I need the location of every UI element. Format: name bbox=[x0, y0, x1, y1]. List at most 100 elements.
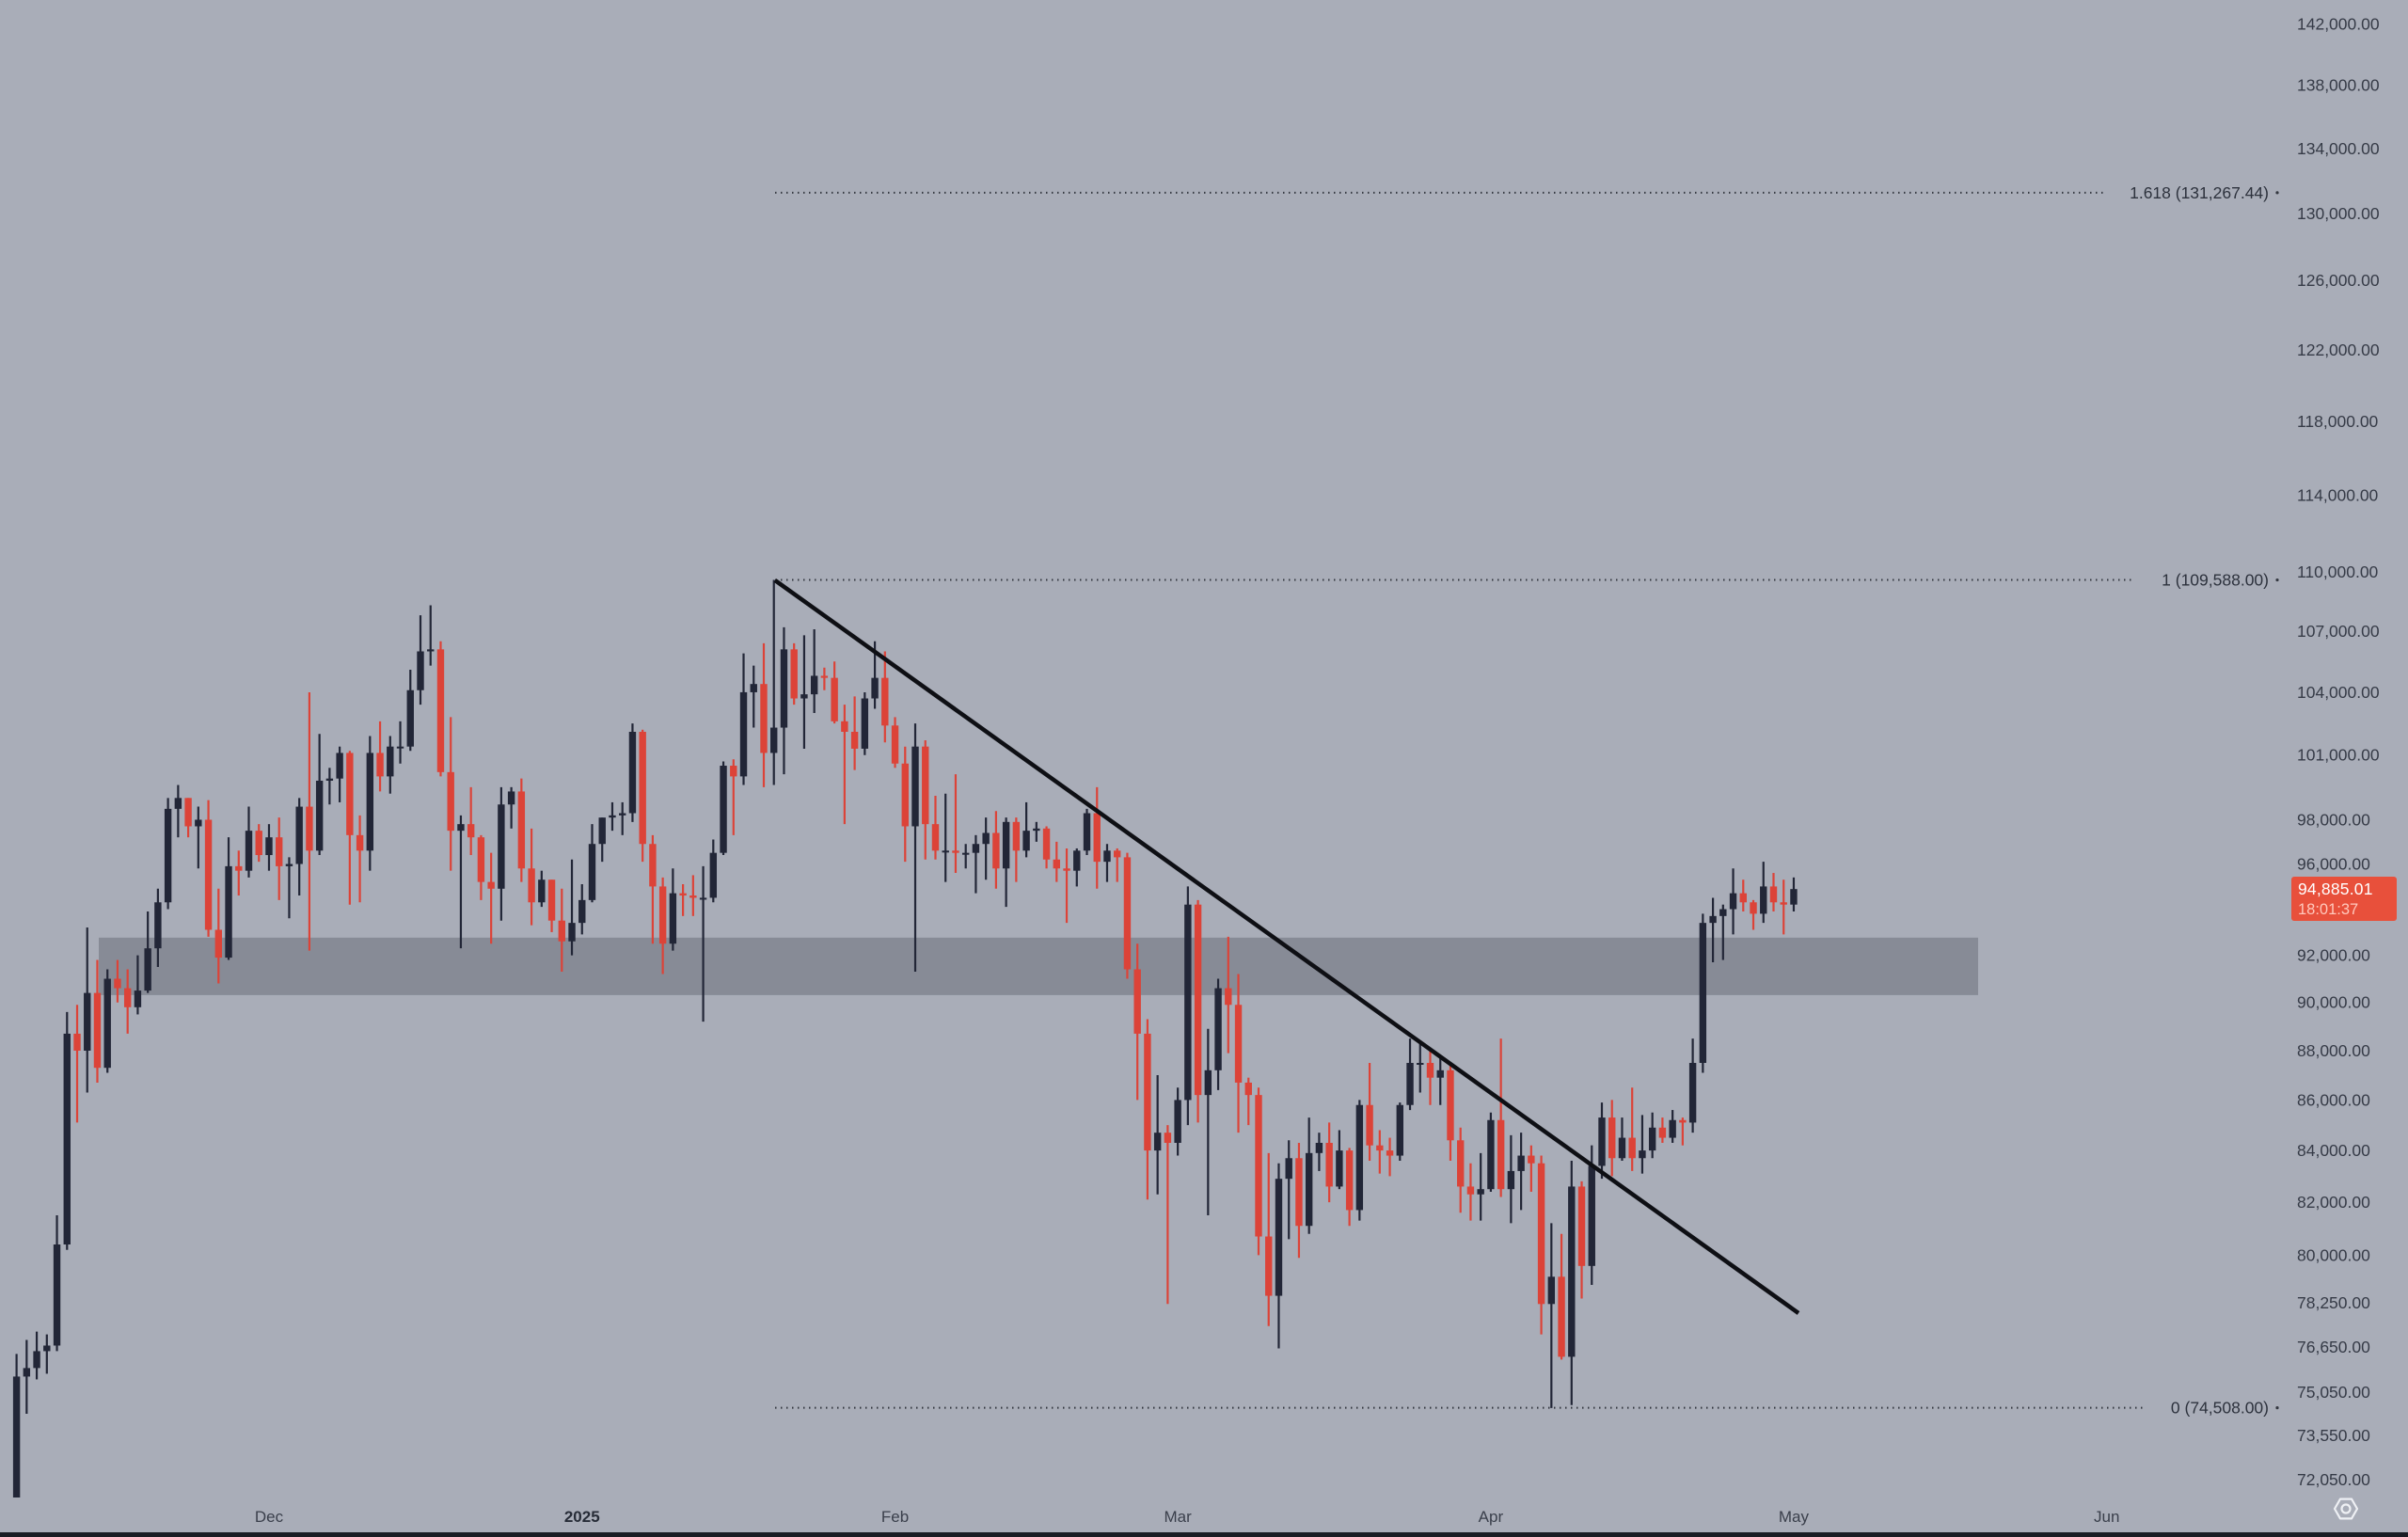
candle-body bbox=[1133, 969, 1141, 1034]
candle-body bbox=[387, 746, 394, 777]
candle bbox=[467, 786, 475, 856]
candle-body bbox=[114, 978, 121, 989]
candle-body bbox=[679, 893, 687, 896]
candle-body bbox=[154, 902, 162, 949]
candle-body bbox=[1507, 1170, 1515, 1190]
candle-body bbox=[1123, 857, 1132, 970]
candle-body bbox=[1042, 828, 1051, 860]
candle bbox=[881, 651, 889, 743]
candle-body bbox=[810, 675, 818, 695]
candle bbox=[961, 844, 970, 869]
candle-body bbox=[881, 677, 889, 726]
candle bbox=[23, 1339, 31, 1414]
candle bbox=[1517, 1133, 1525, 1211]
supply-zone[interactable] bbox=[99, 937, 1978, 995]
candle-body bbox=[1790, 889, 1798, 905]
candle bbox=[1769, 873, 1778, 911]
candle bbox=[387, 736, 394, 794]
candle-body bbox=[528, 868, 535, 903]
candle-body bbox=[972, 844, 980, 853]
candle bbox=[1033, 821, 1040, 842]
candle bbox=[1477, 1152, 1484, 1221]
price-tick-label: 130,000.00 bbox=[2297, 204, 2380, 223]
candle bbox=[911, 723, 919, 973]
candle bbox=[1577, 1180, 1586, 1299]
candle-body bbox=[800, 694, 808, 699]
candle bbox=[760, 642, 768, 787]
candle-body bbox=[911, 746, 919, 827]
candle-body bbox=[477, 837, 485, 882]
candle-body bbox=[1577, 1186, 1586, 1266]
candle bbox=[699, 865, 707, 1022]
candle bbox=[84, 927, 91, 1093]
candle-body bbox=[1669, 1119, 1676, 1138]
candle bbox=[1174, 1087, 1181, 1156]
candle bbox=[1063, 848, 1070, 924]
descending-trendline[interactable] bbox=[773, 578, 1800, 1315]
candle bbox=[325, 768, 334, 805]
candle bbox=[1234, 974, 1243, 1133]
candle-body bbox=[255, 831, 262, 856]
candle bbox=[861, 691, 869, 755]
candle-body bbox=[730, 766, 737, 777]
candle-body bbox=[891, 725, 899, 764]
candle bbox=[588, 824, 596, 903]
candle bbox=[810, 628, 818, 713]
candle-body bbox=[487, 881, 495, 889]
candle bbox=[709, 839, 718, 903]
candle-body bbox=[1750, 902, 1757, 914]
candle-body bbox=[457, 824, 465, 832]
price-tick-label: 98,000.00 bbox=[2297, 810, 2370, 829]
candle bbox=[619, 801, 626, 835]
candle-body bbox=[214, 929, 222, 959]
candle-body bbox=[63, 1033, 71, 1245]
price-tick-label: 75,050.00 bbox=[2297, 1383, 2370, 1402]
candle-body bbox=[204, 819, 213, 930]
candle bbox=[477, 834, 485, 900]
price-tick-label: 76,650.00 bbox=[2297, 1338, 2370, 1356]
candle bbox=[174, 784, 182, 838]
settings-hexagon-hole bbox=[2340, 1503, 2352, 1514]
candle bbox=[901, 746, 909, 863]
candle-body bbox=[1396, 1104, 1403, 1156]
candle-body bbox=[1103, 850, 1111, 863]
price-tick-label: 90,000.00 bbox=[2297, 993, 2370, 1012]
fib-label-1618: 1.618 (131,267.44) bbox=[2130, 183, 2269, 202]
candle bbox=[204, 800, 213, 937]
candle-body bbox=[325, 778, 334, 781]
price-tick-label: 122,000.00 bbox=[2297, 341, 2380, 359]
candle bbox=[1719, 904, 1727, 960]
candle-body bbox=[427, 649, 435, 652]
settings-hexagon bbox=[2333, 1497, 2359, 1520]
candle-body bbox=[93, 992, 102, 1069]
candle bbox=[1588, 1145, 1595, 1285]
price-tick-label: 88,000.00 bbox=[2297, 1041, 2370, 1060]
candle-body bbox=[871, 677, 879, 699]
candle bbox=[1547, 1223, 1556, 1408]
candle-body bbox=[33, 1351, 40, 1369]
fib-line-dot-1 bbox=[2275, 578, 2279, 582]
candle-body bbox=[1345, 1150, 1354, 1211]
candle-body bbox=[376, 753, 384, 777]
candle-body bbox=[1628, 1137, 1636, 1159]
current-price-value: 94,885.01 bbox=[2298, 879, 2373, 899]
candle-body bbox=[588, 844, 596, 900]
candle-body bbox=[406, 689, 414, 747]
candle bbox=[1426, 1050, 1434, 1105]
price-tick-label: 118,000.00 bbox=[2297, 412, 2379, 431]
candle bbox=[578, 884, 586, 935]
candle bbox=[1457, 1127, 1465, 1213]
candle bbox=[820, 667, 829, 690]
candle-body bbox=[720, 766, 727, 853]
candle-body bbox=[1639, 1150, 1646, 1159]
candle-body bbox=[144, 948, 151, 991]
candle-body bbox=[366, 753, 374, 851]
candle bbox=[1618, 1117, 1626, 1161]
candle bbox=[134, 955, 142, 1015]
candle-body bbox=[315, 780, 324, 851]
price-scale-settings-icon[interactable] bbox=[2333, 1497, 2359, 1520]
candle bbox=[63, 1011, 71, 1250]
candle bbox=[790, 642, 798, 705]
candle bbox=[1406, 1038, 1414, 1111]
